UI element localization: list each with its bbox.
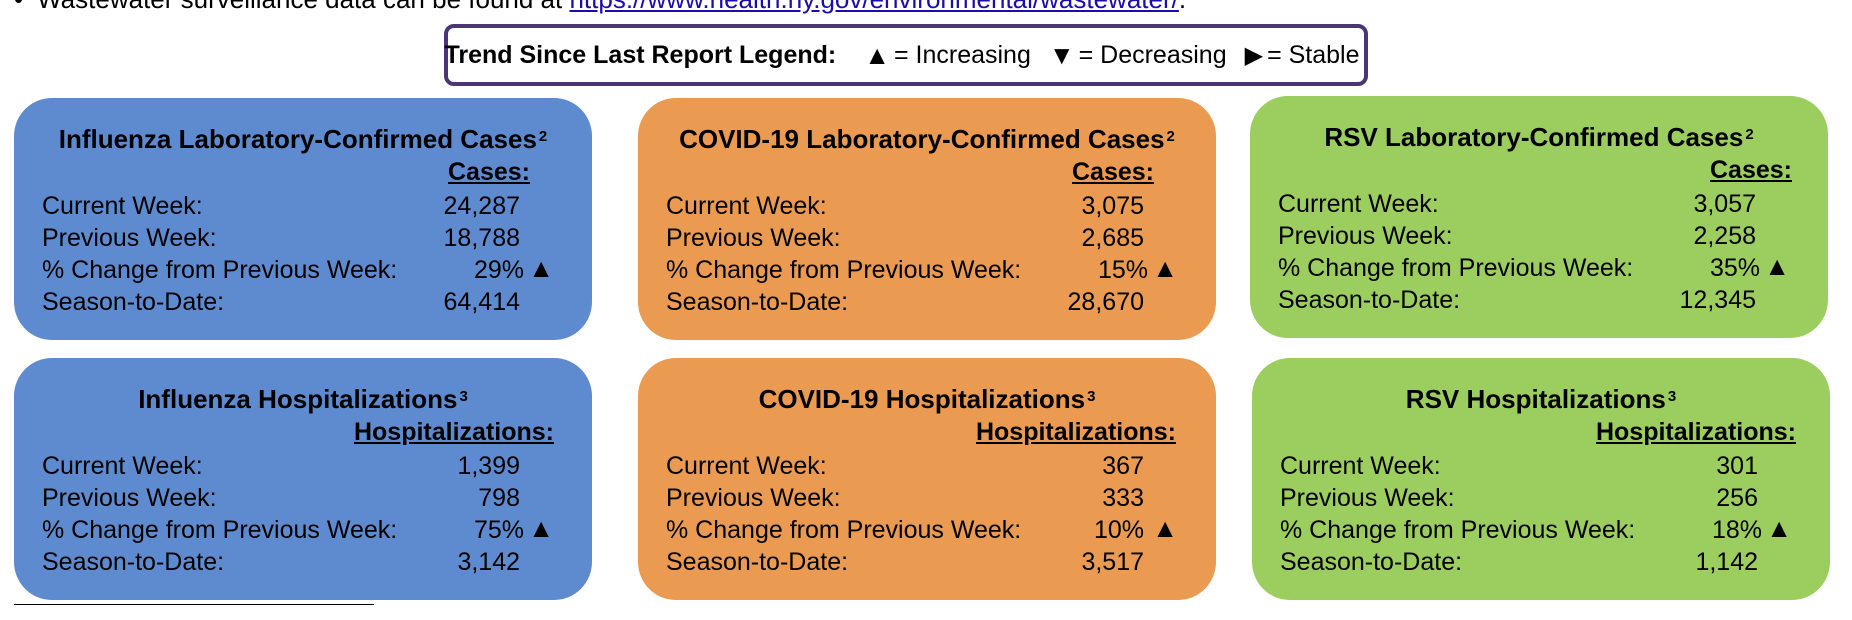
bullet: • [14,0,23,14]
card-title: RSV Hospitalizations 3 [1252,384,1830,414]
column-header: Cases: [1072,158,1154,186]
card-title: COVID-19 Hospitalizations 3 [638,384,1216,414]
current-week-label: Current Week: [666,452,827,480]
footnote-ref: 3 [459,388,468,405]
previous-week-label: Previous Week: [666,224,841,252]
legend-title: Trend Since Last Report Legend: [444,40,837,69]
season-to-date-label: Season-to-Date: [1278,286,1461,314]
current-week-value: 367 [1102,452,1144,480]
wastewater-link[interactable]: https://www.health.ny.gov/environmental/… [569,0,1178,14]
footnote-divider [14,604,374,605]
previous-week-label: Previous Week: [666,484,841,512]
column-header: Hospitalizations: [1595,418,1796,446]
previous-week-label: Previous Week: [1278,222,1453,250]
card-title-text: Influenza Laboratory-Confirmed Cases [58,124,537,154]
column-header: Hospitalizations: [975,418,1176,446]
wastewater-note-text: Wastewater surveillance data can be foun… [37,0,562,14]
current-week-value: 301 [1716,452,1758,480]
season-to-date-value: 3,517 [1081,548,1144,576]
column-header: Hospitalizations: [353,418,554,446]
previous-week-value: 333 [1102,484,1144,512]
legend-increasing-label: = Increasing [893,40,1031,69]
percent-change-label: % Change from Previous Week: [666,516,1022,544]
previous-week-value: 256 [1716,484,1758,512]
card-title-text: RSV Hospitalizations [1405,384,1666,414]
legend-stable-label: = Stable [1267,40,1360,69]
increasing-trend-icon: ▲ [528,513,554,543]
current-week-value: 1,399 [457,452,520,480]
card-title: Influenza Hospitalizations 3 [14,384,592,414]
percent-change-value: 15% [1097,256,1148,284]
card-title-text: COVID-19 Hospitalizations [758,384,1086,414]
card-title-text: Influenza Hospitalizations [138,384,458,414]
influenza-hospitalizations-card: Influenza Hospitalizations 3 Hospitalizat… [14,358,592,600]
previous-week-label: Previous Week: [1280,484,1455,512]
percent-change-label: % Change from Previous Week: [666,256,1022,284]
footnote-ref: 2 [538,128,548,145]
wastewater-note-suffix: . [1179,0,1186,14]
percent-change-label: % Change from Previous Week: [1278,254,1634,282]
card-title: Influenza Laboratory-Confirmed Cases 2 [14,124,592,154]
current-week-value: 3,075 [1081,192,1144,220]
season-to-date-value: 12,345 [1679,286,1756,314]
previous-week-value: 2,258 [1693,222,1756,250]
season-to-date-label: Season-to-Date: [42,548,225,576]
previous-week-value: 2,685 [1081,224,1144,252]
current-week-label: Current Week: [42,452,203,480]
season-to-date-value: 64,414 [443,288,520,316]
trend-legend: Trend Since Last Report Legend: ▲ = Incr… [444,24,1368,86]
percent-change-value: 35% [1709,254,1760,282]
previous-week-label: Previous Week: [42,224,217,252]
increasing-trend-icon: ▲ [1766,513,1792,543]
increasing-icon: ▲ [864,39,890,70]
column-header: Cases: [1710,156,1792,184]
current-week-value: 24,287 [443,192,520,220]
current-week-label: Current Week: [1278,190,1439,218]
influenza-cases-card: Influenza Laboratory-Confirmed Cases 2 Ca… [14,98,592,340]
current-week-label: Current Week: [666,192,827,220]
previous-week-label: Previous Week: [42,484,217,512]
card-title-text: RSV Laboratory-Confirmed Cases [1324,122,1744,152]
stable-icon: ▶ [1244,41,1264,69]
season-to-date-label: Season-to-Date: [1280,548,1463,576]
percent-change-value: 18% [1711,516,1762,544]
wastewater-note: • Wastewater surveillance data can be fou… [14,0,1186,14]
previous-week-value: 798 [478,484,520,512]
percent-change-label: % Change from Previous Week: [42,256,398,284]
decreasing-icon: ▼ [1048,39,1075,70]
footnote-ref: 3 [1087,388,1096,405]
increasing-trend-icon: ▲ [1152,513,1178,543]
season-to-date-value: 1,142 [1695,548,1758,576]
footnote-ref: 3 [1667,388,1677,405]
increasing-trend-icon: ▲ [528,253,554,283]
covid-hospitalizations-card: COVID-19 Hospitalizations 3 Hospitalizati… [638,358,1216,600]
season-to-date-value: 3,142 [457,548,520,576]
card-title-text: COVID-19 Laboratory-Confirmed Cases [679,124,1165,154]
column-header: Cases: [448,158,530,186]
rsv-hospitalizations-card: RSV Hospitalizations 3 Hospitalizations: … [1252,358,1830,600]
footnote-ref: 2 [1166,128,1175,145]
season-to-date-value: 28,670 [1067,288,1144,316]
percent-change-label: % Change from Previous Week: [1280,516,1636,544]
increasing-trend-icon: ▲ [1764,251,1790,281]
current-week-label: Current Week: [1280,452,1441,480]
percent-change-value: 10% [1093,516,1144,544]
percent-change-value: 29% [473,256,524,284]
season-to-date-label: Season-to-Date: [666,548,849,576]
footnote-ref: 2 [1745,126,1754,143]
season-to-date-label: Season-to-Date: [42,288,225,316]
current-week-value: 3,057 [1693,190,1756,218]
current-week-label: Current Week: [42,192,203,220]
covid-cases-card: COVID-19 Laboratory-Confirmed Cases 2 Cas… [638,98,1216,340]
percent-change-label: % Change from Previous Week: [42,516,398,544]
rsv-cases-card: RSV Laboratory-Confirmed Cases 2 Cases: C… [1250,96,1828,338]
card-title: COVID-19 Laboratory-Confirmed Cases 2 [638,124,1216,154]
card-title: RSV Laboratory-Confirmed Cases 2 [1250,122,1828,152]
previous-week-value: 18,788 [443,224,520,252]
season-to-date-label: Season-to-Date: [666,288,849,316]
legend-decreasing-label: = Decreasing [1078,40,1227,69]
percent-change-value: 75% [473,516,524,544]
increasing-trend-icon: ▲ [1152,253,1178,283]
